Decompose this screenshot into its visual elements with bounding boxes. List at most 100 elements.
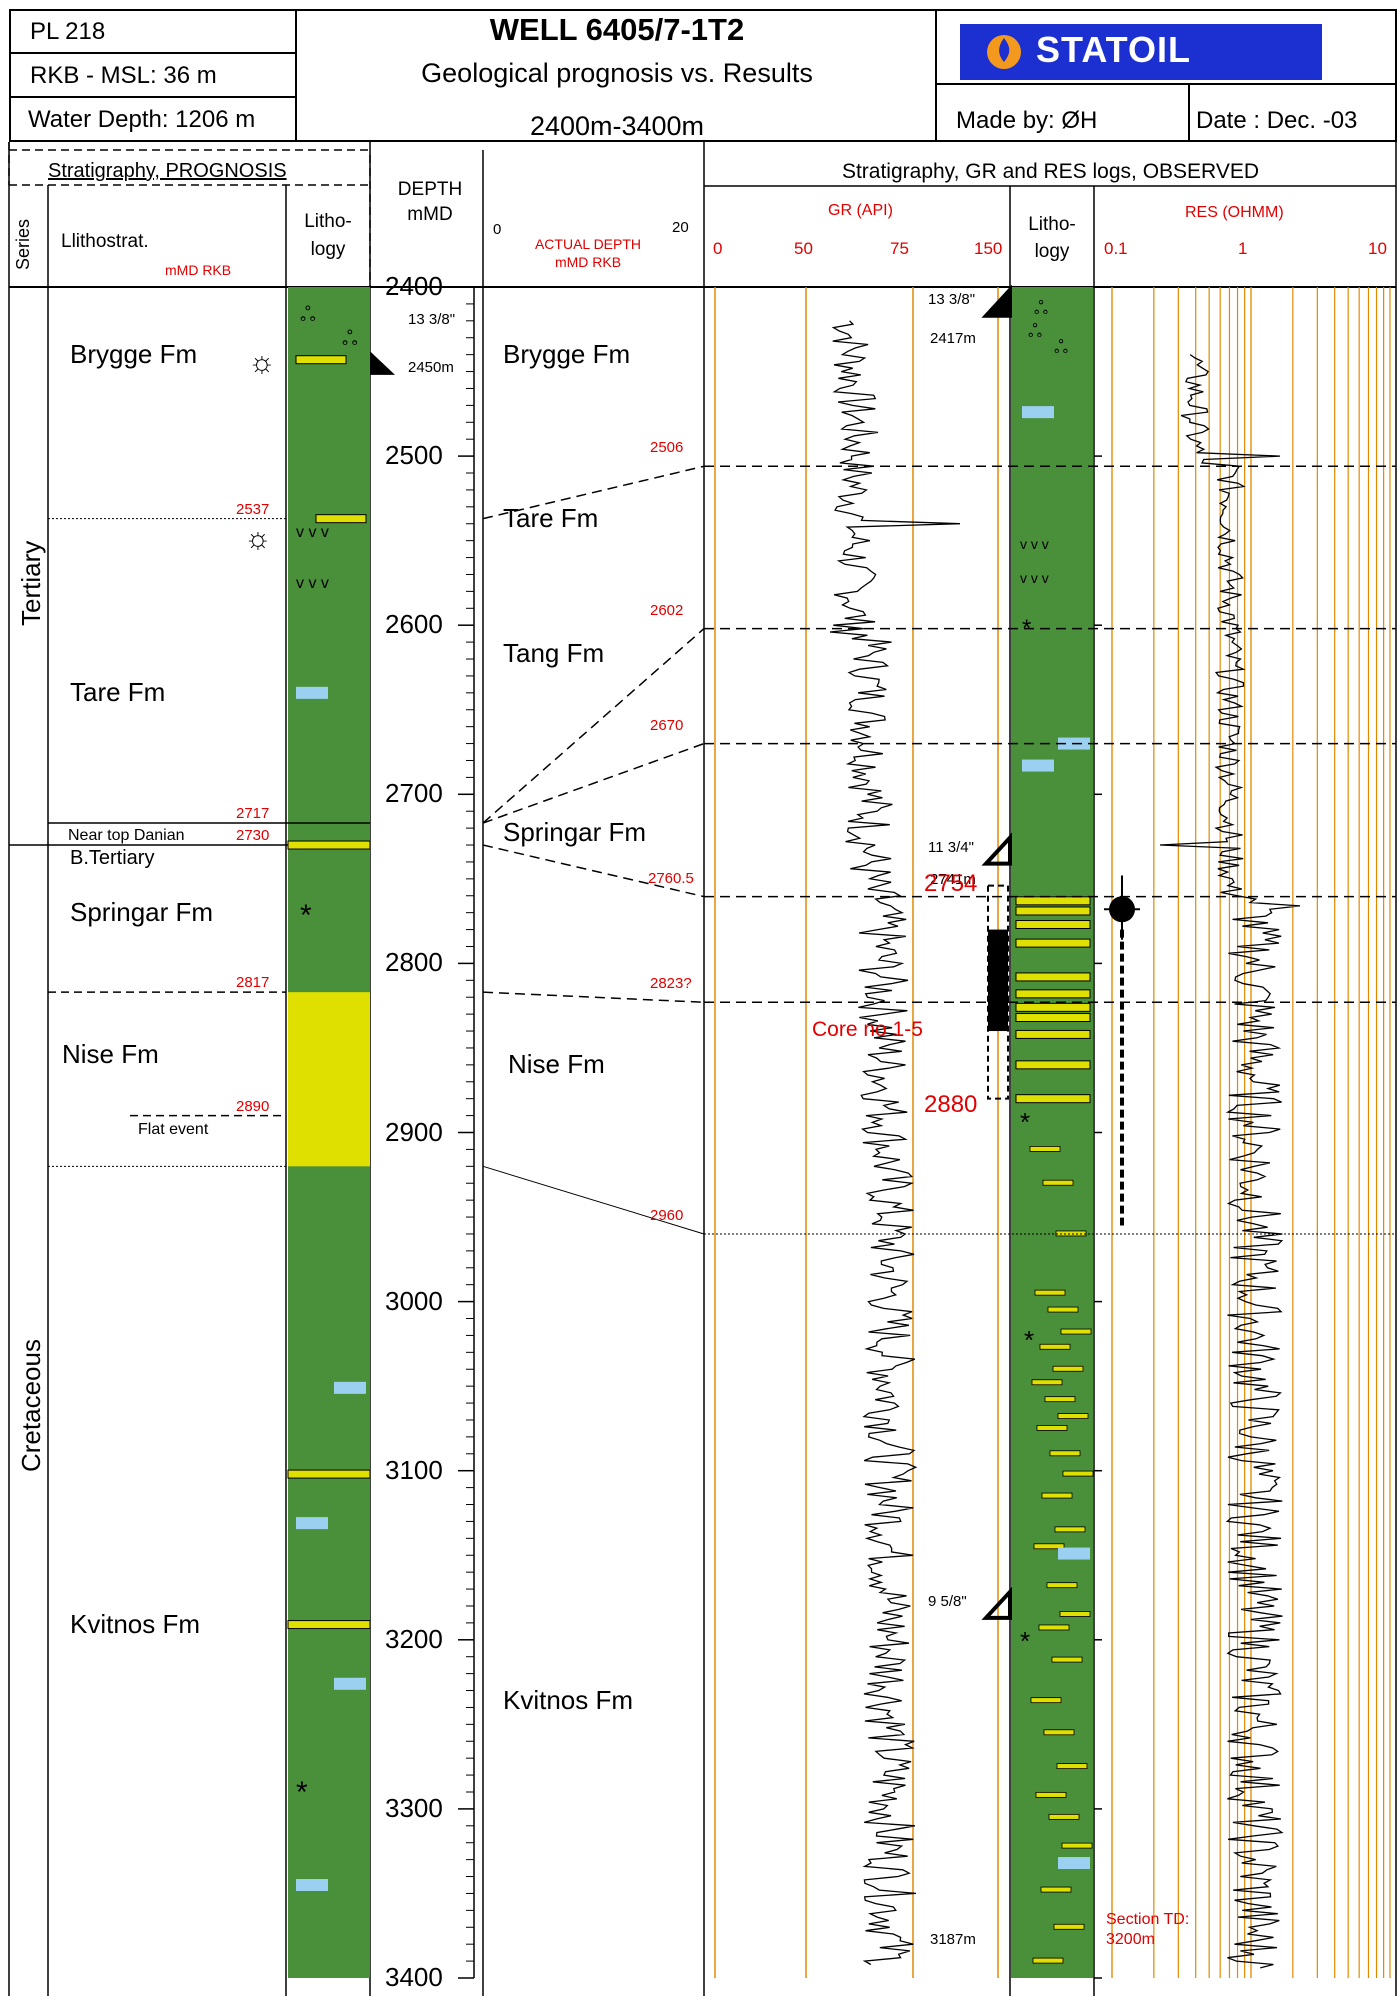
correlation-line [482,742,705,824]
casing-size-label: 9 5/8" [928,1592,967,1610]
right-sand-bed [1015,1013,1091,1023]
made-by-label: Made by: ØH [956,107,1098,134]
right-sand-bed [1015,1094,1091,1104]
rkb-msl-label: RKB - MSL: 36 m [30,62,217,89]
prognosis-formation-tarefm: Tare Fm [70,676,166,707]
prognosis-formation-kvitnosfm: Kvitnos Fm [70,1608,201,1639]
right-limestone-symbol [1022,406,1054,419]
right-sand-bed [1015,938,1091,948]
right-thin-sand [1048,1813,1080,1820]
prognosis-top-label: 2817 [236,974,270,992]
volcanic-symbol: v v v [1020,569,1049,586]
gr-log-curve [829,320,961,1966]
license-label: PL 218 [30,18,106,45]
right-limestone-symbol [1022,759,1054,772]
right-thin-sand [1054,1526,1086,1533]
depth-label-2400: 2400 [385,271,443,301]
observed-formation-springarfm: Springar Fm [503,817,647,848]
right-thin-sand [1035,1791,1067,1798]
header-divider-1 [9,52,297,54]
casing-depth-label: 3187m [930,1931,976,1949]
depth-label-2700: 2700 [385,778,443,809]
depth-label-2900: 2900 [385,1116,443,1147]
right-thin-sand [1049,1450,1081,1457]
right-thin-sand [1038,1624,1070,1631]
correlation-line [482,991,705,1004]
series-label-tertiary: Tertiary [16,540,46,626]
correlation-line [482,465,705,520]
observed-header: Stratigraphy, GR and RES logs, OBSERVED [841,160,1260,183]
depth-label-3200: 3200 [385,1623,443,1654]
right-sand-bed [1015,989,1091,999]
observed-formation-bryggefm: Brygge Fm [503,338,631,369]
res-tick-10: 10 [1368,239,1387,258]
volcanic-symbol: v v v [296,574,329,592]
observed-top-label: 2760.5 [648,869,694,887]
header-left-block [9,9,297,142]
right-sand-bed [1015,920,1091,930]
res-log-curve [1159,354,1301,1969]
core-base-label: 2880 [924,1090,978,1118]
gr-tick-150: 150 [974,239,1003,258]
fossil-symbol: ஃ [1028,321,1043,342]
right-thin-sand [1034,1289,1066,1296]
casing-depth-label: 2741m [930,870,976,888]
volcanic-symbol: v v v [296,524,329,542]
header-divider-2 [9,96,297,98]
gr-tick-75: 75 [890,239,909,258]
casing-depth-label: 2417m [930,329,976,347]
prognosis-formation-bryggefm: Brygge Fm [70,338,198,369]
depth-label-3400: 3400 [385,1962,443,1992]
res-tick-1: 1 [1238,239,1248,258]
date-label: Date : Dec. -03 [1196,107,1358,134]
pyrite-sun-icon: ☼ [248,345,276,379]
prognosis-top-label: 2730 [236,827,270,845]
gr-title: GR (API) [828,202,893,219]
actual-scale-min: 0 [493,221,502,238]
right-thin-sand [1041,1492,1073,1499]
right-thin-sand [1061,1842,1093,1849]
left-limestone-symbol [296,1878,328,1891]
prognosis-top-label: 2717 [236,805,270,823]
prognosis-formation-btertiary: B.Tertiary [70,846,155,869]
right-thin-sand [1036,1425,1068,1431]
lithostrat-unit: mMD RKB [165,262,232,278]
casing-size-label: 13 3/8" [928,290,976,308]
right-thin-sand [1030,1697,1062,1704]
right-thin-sand [1044,1396,1076,1403]
statoil-wordmark: STATOIL [1036,29,1191,70]
core-label: Core no 1-5 [812,1018,923,1042]
prognosis-formation-springarfm: Springar Fm [70,896,214,927]
prognosis-formation-nisefm: Nise Fm [62,1038,159,1069]
depth-label-2500: 2500 [385,440,443,471]
left-sand-bed [287,1469,371,1479]
water-depth-label: Water Depth: 1206 m [28,106,256,133]
res-tick-01: 0.1 [1104,239,1128,258]
fossil-symbol: ஃ [342,328,358,351]
left-sand-bed [287,1620,371,1630]
depth-label-3000: 3000 [385,1285,443,1316]
right-limestone-symbol [1058,1547,1090,1560]
correlation-line [482,1165,705,1235]
prognosis-subtitle: Geological prognosis vs. Results [421,58,813,88]
casing-shoe-icon [981,1586,1012,1620]
prognosis-top-label: 2890 [236,1097,270,1115]
made-by-divider [1188,83,1190,142]
observed-top-label: 2823? [650,975,692,993]
observed-formation-tangfm: Tang Fm [503,637,605,668]
glauconite-symbol: * [1022,614,1032,642]
depth-label-3300: 3300 [385,1792,443,1823]
right-thin-sand [1029,1146,1061,1152]
fossil-symbol: ஃ [1034,297,1049,318]
core-recovered-fill [988,929,1008,1032]
prognosis-top-label: 2537 [236,500,270,518]
right-sand-bed [1015,1002,1091,1012]
depth-interval: 2400m-3400m [529,111,705,141]
core-interval-box [987,884,1009,1100]
observed-formation-nisefm: Nise Fm [508,1048,605,1079]
right-thin-sand [1060,1328,1092,1335]
right-thin-sand [1043,1729,1075,1736]
right-thin-sand [1059,1611,1091,1617]
left-limestone-symbol [296,686,328,699]
